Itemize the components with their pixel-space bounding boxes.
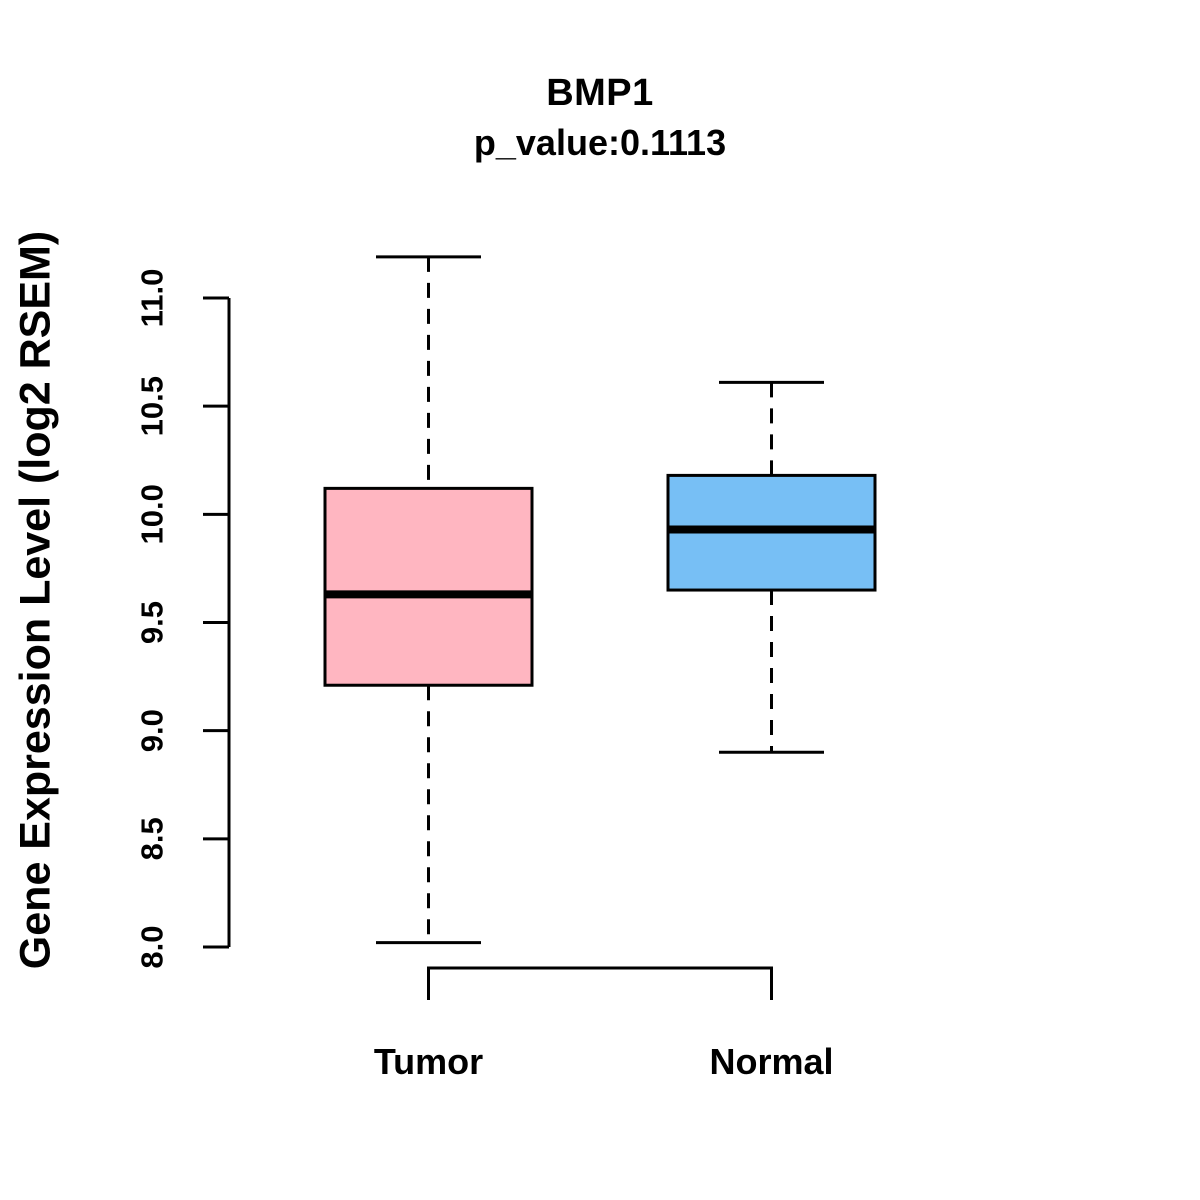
y-axis-tick-label: 10.5 [135, 376, 170, 436]
category-label-normal: Normal [709, 1041, 833, 1082]
chart-subtitle: p_value:0.1113 [473, 122, 727, 163]
y-axis-tick-label: 10.0 [135, 484, 170, 544]
title-block: BMP1 p_value:0.1113 [0, 68, 1200, 168]
y-axis-tick-label: 9.0 [135, 709, 170, 752]
y-axis-tick-label: 11.0 [135, 269, 170, 328]
x-axis-bracket [427, 966, 773, 1000]
box-tumor [323, 486, 534, 687]
chart-title: BMP1 [546, 72, 654, 114]
y-axis-tick-label: 8.5 [135, 817, 170, 860]
y-axis-tick-label: 9.5 [135, 601, 170, 644]
y-axis-tick-label: 8.0 [135, 925, 170, 968]
category-label-tumor: Tumor [374, 1041, 483, 1082]
